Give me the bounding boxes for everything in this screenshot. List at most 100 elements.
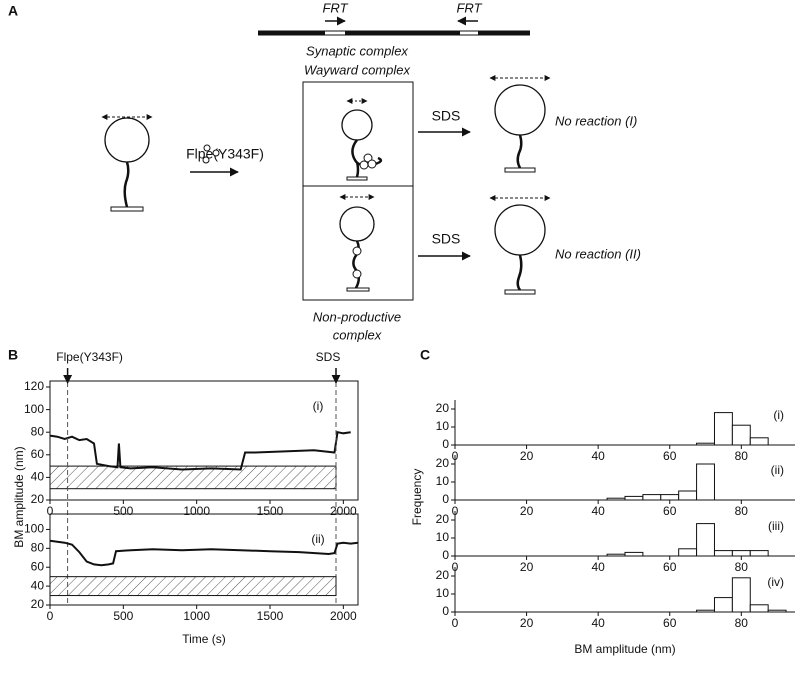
- bead: [104, 117, 150, 163]
- treatment-label: SDS: [432, 231, 461, 247]
- y-tick-label: 0: [442, 492, 449, 506]
- frt-site: [325, 31, 345, 35]
- x-tick-label: 60: [663, 616, 677, 630]
- hist-bar: [749, 550, 769, 557]
- protein: [367, 159, 377, 169]
- complex-label: complex: [333, 327, 382, 342]
- y-tick-label: 100: [24, 522, 44, 536]
- x-tick-label: 1000: [183, 504, 210, 518]
- x-tick-label: 80: [735, 504, 749, 518]
- y-axis-label: BM amplitude (nm): [12, 446, 26, 547]
- y-tick-label: 20: [436, 456, 450, 470]
- y-tick-label: 100: [24, 402, 44, 416]
- x-tick-label: 60: [663, 560, 677, 574]
- surface: [346, 287, 370, 292]
- hist-label: (iv): [767, 575, 784, 589]
- hist-bar: [696, 463, 715, 501]
- x-tick-label: 0: [47, 609, 54, 623]
- y-tick-label: 10: [436, 586, 450, 600]
- protein: [203, 144, 211, 152]
- x-tick-label: 60: [663, 504, 677, 518]
- complex-label: Synaptic complex: [306, 43, 408, 58]
- y-tick-label: 120: [24, 379, 44, 393]
- x-tick-label: 2000: [330, 504, 357, 518]
- trace: [49, 431, 351, 471]
- trace-label: (ii): [311, 532, 324, 546]
- y-tick-label: 60: [31, 559, 45, 573]
- x-tick-label: 1000: [183, 609, 210, 623]
- x-tick-label: 60: [663, 449, 677, 463]
- hist-label: (iii): [768, 519, 784, 533]
- protein: [352, 269, 362, 279]
- panel-a: A FRT FRT Flpe(Y343F) Synaptic complex W…: [8, 0, 641, 342]
- y-tick-label: 20: [436, 401, 450, 415]
- hist-label: (ii): [771, 463, 784, 477]
- y-tick-label: 0: [442, 548, 449, 562]
- x-tick-label: 500: [113, 609, 133, 623]
- x-tick-label: 500: [113, 504, 133, 518]
- x-tick-label: 1500: [257, 609, 284, 623]
- x-tick-label: 0: [452, 616, 459, 630]
- hist-bar: [678, 548, 698, 557]
- x-axis-label: BM amplitude (nm): [574, 642, 675, 656]
- hist-bar: [713, 597, 733, 613]
- event-label: SDS: [316, 350, 341, 364]
- bead: [339, 206, 375, 242]
- event-label: Flpe(Y343F): [56, 350, 123, 364]
- protein: [352, 246, 362, 256]
- x-tick-label: 40: [591, 616, 605, 630]
- protein: [212, 149, 220, 157]
- protein: [202, 156, 210, 164]
- hist-bar: [696, 442, 715, 446]
- hist-bar: [624, 495, 644, 501]
- hist-bar: [606, 553, 626, 557]
- y-tick-label: 20: [436, 512, 450, 526]
- trace: [49, 539, 359, 567]
- complex-box: [302, 81, 414, 301]
- surface: [504, 167, 536, 173]
- trace-label: (i): [313, 399, 324, 413]
- hist-bar: [731, 550, 751, 557]
- x-tick-label: 80: [735, 449, 749, 463]
- plot-frame: [49, 513, 359, 606]
- x-axis-label: Time (s): [182, 632, 226, 646]
- x-tick-label: 80: [735, 616, 749, 630]
- y-tick-label: 10: [436, 419, 450, 433]
- y-tick-label: 0: [442, 604, 449, 618]
- hist-bar: [696, 523, 715, 557]
- complex-label: Wayward complex: [304, 62, 410, 77]
- enzyme-label: Flpe(Y343F): [186, 146, 264, 162]
- treatment-label: SDS: [432, 108, 461, 124]
- bead: [494, 84, 546, 136]
- x-tick-label: 20: [520, 504, 534, 518]
- y-axis-label: Frequency: [410, 469, 424, 526]
- frt-label: FRT: [456, 0, 482, 15]
- x-tick-label: 1500: [257, 504, 284, 518]
- y-tick-label: 20: [31, 597, 45, 611]
- hist-bar: [767, 609, 787, 613]
- hist-bar: [642, 494, 662, 501]
- y-tick-label: 60: [31, 447, 45, 461]
- frt-label: FRT: [322, 0, 348, 15]
- hist-bar: [624, 551, 644, 557]
- complex-label: Non-productive: [313, 309, 401, 324]
- hist-bar: [731, 424, 751, 446]
- outcome-label: No reaction (II): [555, 246, 641, 261]
- x-tick-label: 20: [520, 616, 534, 630]
- x-tick-label: 20: [520, 560, 534, 574]
- hist-bar: [696, 609, 715, 613]
- plot-frame: [49, 380, 359, 501]
- hist-bar: [660, 494, 680, 501]
- x-tick-label: 20: [520, 449, 534, 463]
- y-tick-label: 20: [31, 492, 45, 506]
- x-tick-label: 40: [591, 504, 605, 518]
- panel-label: A: [8, 3, 18, 19]
- protein: [359, 160, 369, 170]
- surface: [346, 176, 368, 181]
- reference-band: [49, 465, 337, 490]
- y-tick-label: 80: [31, 541, 45, 555]
- y-tick-label: 80: [31, 424, 45, 438]
- hist-bar: [606, 497, 626, 501]
- hist-bar: [731, 577, 751, 613]
